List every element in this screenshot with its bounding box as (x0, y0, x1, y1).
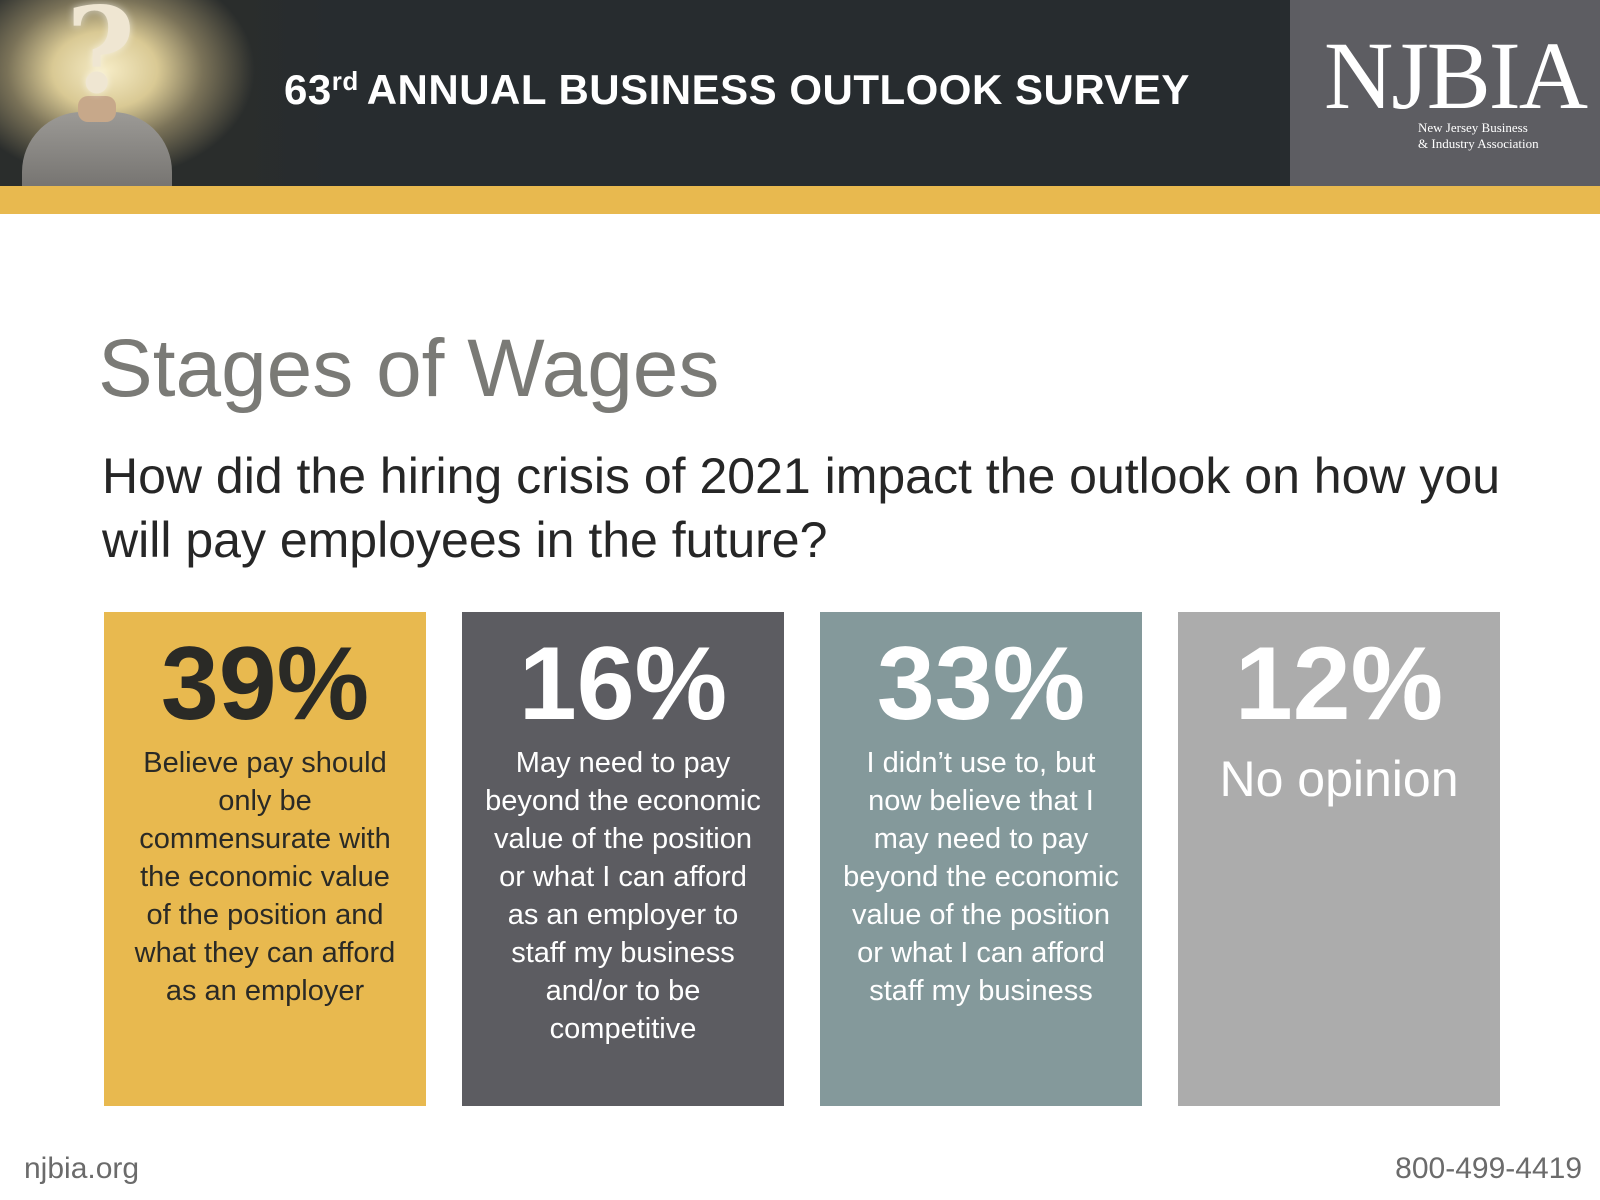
footer-website: njbia.org (24, 1152, 140, 1185)
gold-accent-bar (0, 186, 1600, 214)
person-neck-shape (78, 96, 116, 122)
logo-subtitle-line-1: New Jersey Business (1418, 120, 1528, 135)
njbia-logo: NJBIA New Jersey Business & Industry Ass… (1290, 0, 1600, 186)
person-body-shape (22, 112, 172, 186)
stat-card-12: 12% No opinion (1178, 612, 1500, 1106)
header-banner: ? 63rd ANNUAL BUSINESS OUTLOOK SURVEY NJB… (0, 0, 1600, 186)
stat-description: I didn’t use to, but now believe that I … (843, 747, 1119, 1007)
photo-fade (240, 0, 330, 186)
stat-percent: 33% (876, 626, 1086, 742)
stat-card-33: 33% I didn’t use to, but now believe tha… (820, 612, 1142, 1106)
question-mark-head-photo: ? (0, 0, 330, 186)
stat-percent: 16% (518, 626, 728, 742)
stat-description: May need to pay beyond the economic valu… (485, 747, 761, 1045)
page-title: Stages of Wages (98, 323, 720, 414)
logo-subtitle-line-2: & Industry Association (1418, 136, 1539, 151)
njbia-logo-mark: NJBIA (1324, 22, 1588, 129)
question-mark-icon: ? (66, 0, 136, 120)
survey-title: 63rd ANNUAL BUSINESS OUTLOOK SURVEY (284, 66, 1190, 114)
njbia-logo-subtitle: New Jersey Business & Industry Associati… (1418, 120, 1539, 152)
stat-card-16: 16% May need to pay beyond the economic … (462, 612, 784, 1106)
stat-percent: 12% (1234, 626, 1444, 742)
survey-title-number: 63 (284, 66, 332, 113)
stat-card-39: 39% Believe pay should only be commensur… (104, 612, 426, 1106)
stat-description: No opinion (1219, 751, 1459, 807)
stat-percent: 39% (160, 626, 370, 742)
survey-title-text: ANNUAL BUSINESS OUTLOOK SURVEY (366, 66, 1190, 113)
stat-description: Believe pay should only be commensurate … (134, 747, 396, 1007)
footer-phone: 800-499-4419 (1395, 1152, 1582, 1185)
survey-question: How did the hiring crisis of 2021 impact… (102, 448, 1500, 568)
survey-title-ordinal: rd (331, 66, 359, 96)
